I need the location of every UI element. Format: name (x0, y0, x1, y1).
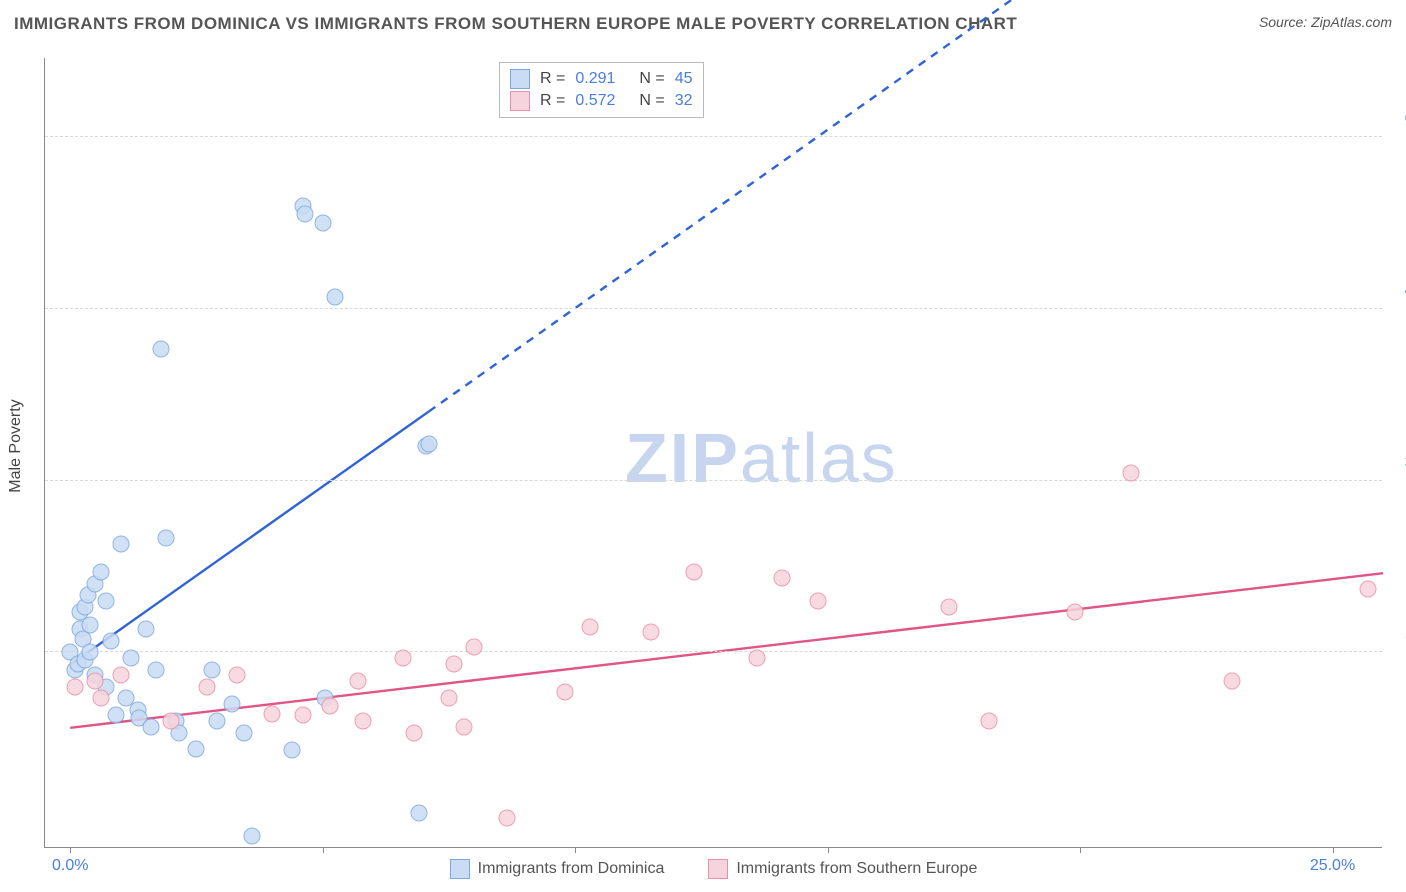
x-tick (1080, 847, 1081, 853)
data-point (208, 713, 225, 730)
data-point (102, 632, 119, 649)
scatter-plot-area: ZIPatlas R =0.291N =45R =0.572N =32 Immi… (44, 58, 1382, 848)
r-label: R = (540, 92, 565, 110)
data-point (137, 621, 154, 638)
r-value: 0.291 (575, 70, 615, 88)
data-point (143, 718, 160, 735)
series-legend: Immigrants from Dominica Immigrants from … (45, 859, 1382, 879)
data-point (327, 289, 344, 306)
x-tick (575, 847, 576, 853)
data-point (350, 673, 367, 690)
y-tick-label: 60.0% (1390, 110, 1406, 128)
source-prefix: Source: (1259, 14, 1311, 30)
data-point (92, 690, 109, 707)
data-point (148, 661, 165, 678)
y-tick-label: 45.0% (1390, 282, 1406, 300)
data-point (87, 673, 104, 690)
x-tick (323, 847, 324, 853)
data-point (284, 741, 301, 758)
legend-swatch (450, 859, 470, 879)
data-point (107, 707, 124, 724)
data-point (1067, 604, 1084, 621)
chart-title: IMMIGRANTS FROM DOMINICA VS IMMIGRANTS F… (14, 14, 1017, 34)
legend-series-label: Immigrants from Southern Europe (736, 860, 977, 878)
gridline-h (45, 308, 1382, 309)
data-point (82, 644, 99, 661)
data-point (1359, 581, 1376, 598)
source-attribution: Source: ZipAtlas.com (1259, 14, 1392, 30)
data-point (981, 713, 998, 730)
data-point (685, 564, 702, 581)
data-point (642, 623, 659, 640)
legend-top-row: R = 0.572 N = 32 (510, 91, 693, 111)
data-point (322, 698, 339, 715)
y-tick-label: 30.0% (1390, 454, 1406, 472)
y-tick-label: 15.0% (1390, 625, 1406, 643)
source-name: ZipAtlas.com (1311, 14, 1392, 30)
data-point (223, 695, 240, 712)
gridline-h (45, 136, 1382, 137)
data-point (1223, 673, 1240, 690)
data-point (112, 667, 129, 684)
data-point (236, 724, 253, 741)
data-point (940, 598, 957, 615)
gridline-h (45, 651, 1382, 652)
legend-bottom-item: Immigrants from Dominica (450, 859, 665, 879)
data-point (294, 707, 311, 724)
gridline-h (45, 480, 1382, 481)
r-label: R = (540, 70, 565, 88)
data-point (264, 706, 281, 723)
x-tick (1333, 847, 1334, 853)
x-tick (828, 847, 829, 853)
y-axis-label: Male Poverty (7, 399, 25, 492)
data-point (1122, 464, 1139, 481)
data-point (355, 713, 372, 730)
data-point (188, 740, 205, 757)
legend-series-label: Immigrants from Dominica (478, 860, 665, 878)
data-point (92, 564, 109, 581)
x-tick (70, 847, 71, 853)
data-point (153, 340, 170, 357)
data-point (466, 638, 483, 655)
data-point (582, 619, 599, 636)
data-point (244, 827, 261, 844)
data-point (410, 804, 427, 821)
r-value: 0.572 (575, 92, 615, 110)
data-point (122, 650, 139, 667)
legend-swatch (510, 69, 530, 89)
data-point (297, 205, 314, 222)
data-point (456, 718, 473, 735)
x-tick-label: 25.0% (1310, 857, 1355, 875)
data-point (395, 650, 412, 667)
data-point (112, 535, 129, 552)
legend-top-row: R = 0.291 N = 45 (510, 69, 693, 89)
data-point (557, 684, 574, 701)
data-point (314, 215, 331, 232)
x-tick-label: 0.0% (52, 857, 88, 875)
data-point (748, 650, 765, 667)
n-label: N = (639, 92, 664, 110)
data-point (228, 667, 245, 684)
n-label: N = (639, 70, 664, 88)
data-point (420, 436, 437, 453)
correlation-legend: R = 0.291 N = 45 R = 0.572 N = 32 (499, 62, 704, 118)
data-point (498, 810, 515, 827)
n-value: 32 (675, 92, 693, 110)
data-point (82, 616, 99, 633)
data-point (445, 655, 462, 672)
data-point (809, 592, 826, 609)
data-point (97, 592, 114, 609)
n-value: 45 (675, 70, 693, 88)
legend-swatch (510, 91, 530, 111)
data-point (163, 713, 180, 730)
data-point (203, 661, 220, 678)
data-point (440, 690, 457, 707)
legend-bottom-item: Immigrants from Southern Europe (708, 859, 977, 879)
data-point (774, 569, 791, 586)
data-point (405, 724, 422, 741)
data-point (198, 678, 215, 695)
data-point (158, 529, 175, 546)
data-point (67, 678, 84, 695)
legend-swatch (708, 859, 728, 879)
